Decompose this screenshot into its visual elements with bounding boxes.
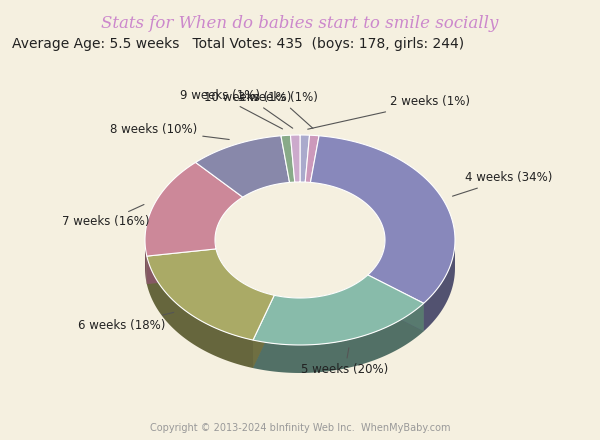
Polygon shape [368, 275, 424, 331]
Polygon shape [424, 241, 455, 331]
Polygon shape [216, 249, 274, 323]
Polygon shape [274, 275, 368, 326]
Text: Average Age: 5.5 weeks   Total Votes: 435  (boys: 178, girls: 244): Average Age: 5.5 weeks Total Votes: 435 … [12, 37, 464, 51]
Polygon shape [147, 249, 216, 284]
Polygon shape [145, 162, 243, 256]
Text: Stats for When do babies start to smile socially: Stats for When do babies start to smile … [101, 15, 499, 33]
Polygon shape [368, 241, 385, 303]
Polygon shape [253, 295, 274, 368]
Text: 5 weeks (20%): 5 weeks (20%) [301, 348, 389, 377]
Text: 6 weeks (18%): 6 weeks (18%) [78, 312, 174, 331]
Polygon shape [147, 249, 274, 340]
Polygon shape [300, 135, 310, 182]
Text: 2 weeks (1%): 2 weeks (1%) [308, 95, 470, 129]
Text: 10 weeks (1%): 10 weeks (1%) [205, 91, 293, 128]
Polygon shape [196, 136, 290, 197]
Polygon shape [147, 249, 216, 284]
Text: 4 weeks (34%): 4 weeks (34%) [452, 172, 553, 196]
Polygon shape [368, 275, 424, 331]
Polygon shape [147, 256, 253, 368]
Polygon shape [215, 240, 216, 277]
Polygon shape [253, 295, 274, 368]
Polygon shape [305, 135, 319, 183]
Text: 8 weeks (10%): 8 weeks (10%) [110, 124, 229, 139]
Polygon shape [253, 303, 424, 373]
Polygon shape [310, 136, 455, 303]
Text: 7 weeks (16%): 7 weeks (16%) [62, 205, 149, 228]
Polygon shape [145, 240, 147, 284]
Polygon shape [253, 275, 424, 345]
Text: 9 weeks (1%): 9 weeks (1%) [180, 89, 283, 129]
Text: Copyright © 2013-2024 bInfinity Web Inc.  WhenMyBaby.com: Copyright © 2013-2024 bInfinity Web Inc.… [150, 423, 450, 433]
Text: 3 weeks (1%): 3 weeks (1%) [238, 91, 318, 128]
Polygon shape [290, 135, 300, 182]
Polygon shape [281, 135, 295, 183]
